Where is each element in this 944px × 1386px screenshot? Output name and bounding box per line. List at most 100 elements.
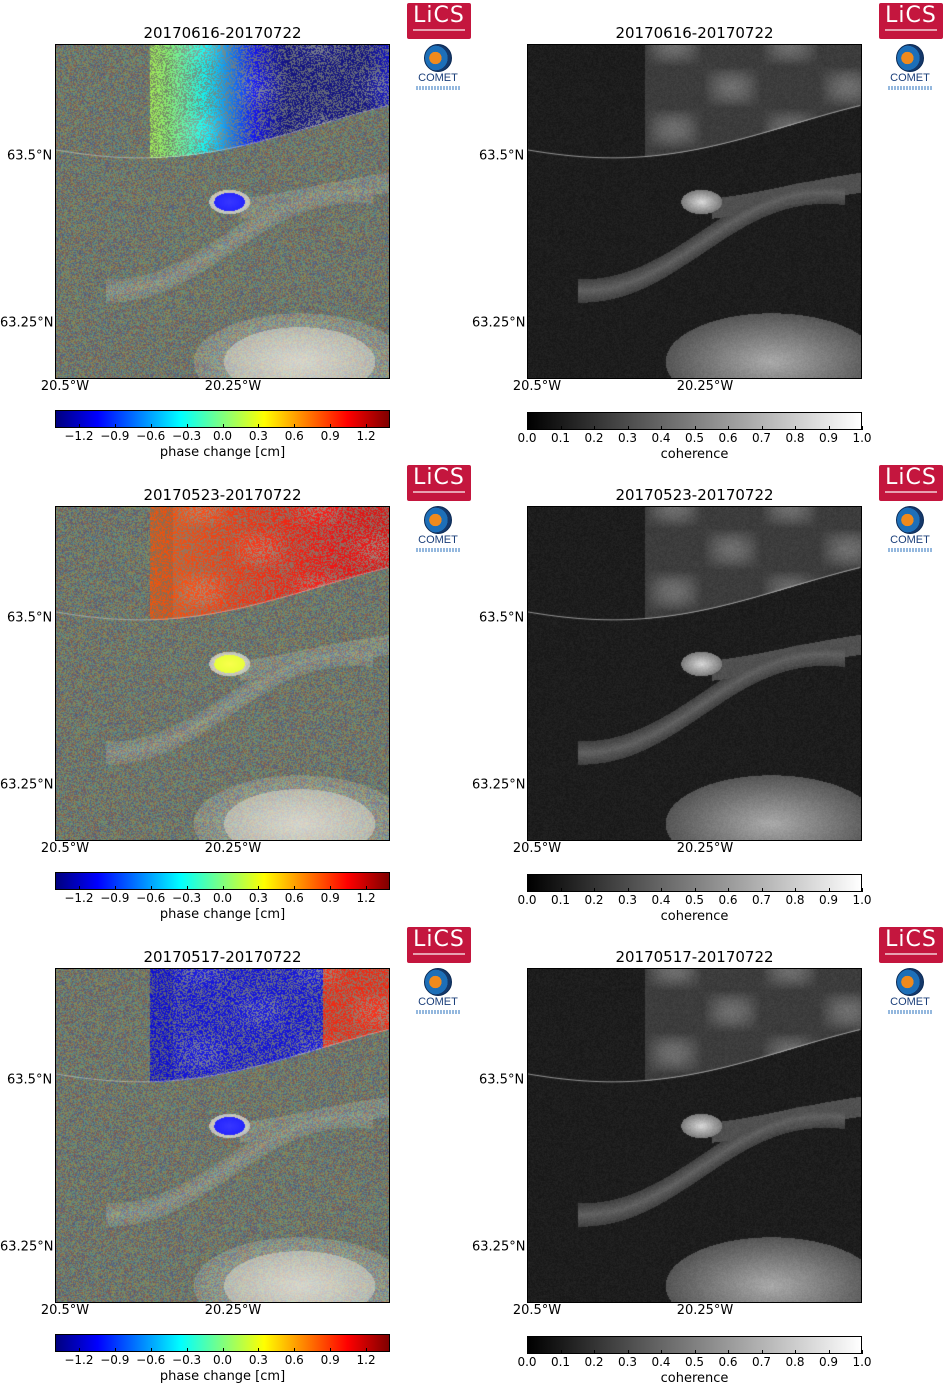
colorbar-tick-label: 0.0: [212, 1353, 233, 1367]
colorbar-tick-mark: [828, 426, 830, 430]
x-tick-label: 20.5°W: [40, 841, 90, 856]
colorbar-tick-label: 1.0: [852, 431, 872, 445]
colorbar-tick-label: 0.0: [212, 891, 233, 905]
x-tick-label: 20.5°W: [512, 1303, 562, 1318]
comet-logo-text: COMET: [890, 996, 930, 1008]
colorbar-tick-label: 0.9: [320, 429, 340, 443]
colorbar-tick-mark: [862, 1350, 863, 1354]
colorbar-tick-label: 0.7: [751, 893, 772, 907]
comet-logo-text: COMET: [418, 996, 458, 1008]
coherence-map-image: [527, 506, 862, 841]
y-tick-label: 63.25°N: [472, 315, 526, 331]
colorbar-tick-label: −0.3: [172, 891, 202, 905]
colorbar-tick-mark: [761, 888, 763, 892]
colorbar-tick-label: 0.9: [320, 891, 340, 905]
colorbar-tick-label: 0.4: [651, 893, 671, 907]
colorbar-tick-mark: [728, 1350, 729, 1354]
coherence-title: 20170523-20170722: [615, 486, 774, 504]
colorbar-label: coherence: [660, 1371, 729, 1386]
colorbar-tick-mark: [560, 888, 562, 892]
interferogram-map-image: [55, 44, 390, 379]
colorbar-tick-mark: [594, 888, 595, 892]
colorbar-tick-label: 0.9: [818, 431, 839, 445]
colorbar-tick-label: 0.4: [651, 1355, 671, 1369]
colorbar-tick-label: −1.2: [64, 891, 94, 905]
x-tick-label: 20.5°W: [40, 1303, 90, 1318]
comet-logo: COMET: [408, 968, 468, 1024]
colorbar-tick-mark: [222, 886, 224, 890]
colorbar-tick-label: 0.9: [320, 1353, 340, 1367]
colorbar-tick-label: 0.3: [617, 431, 638, 445]
interferogram-panel-0: 20170616-20170722 63.5°N 63.25°N 20.5°W 20.2…: [0, 0, 472, 462]
colorbar-tick-label: 0.3: [248, 1353, 268, 1367]
colorbar-tick-mark: [761, 426, 763, 430]
y-tick-label: 63.5°N: [7, 148, 53, 164]
lics-logo: LiCS: [879, 3, 943, 39]
colorbar-tick-label: 0.6: [718, 893, 738, 907]
colorbar-tick-label: 0.3: [248, 429, 268, 443]
colorbar-tick-mark: [527, 888, 528, 892]
interferogram-raster: [56, 507, 389, 840]
lics-logo: LiCS: [407, 3, 471, 39]
colorbar-tick-mark: [294, 424, 296, 428]
x-tick-label: 20.25°W: [204, 841, 262, 856]
lics-logo-text: LiCS: [413, 3, 465, 28]
colorbar-tick-mark: [661, 1350, 662, 1354]
colorbar-tick-mark: [150, 1348, 152, 1352]
colorbar-tick-label: −0.3: [172, 1353, 202, 1367]
colorbar-tick-label: −0.6: [136, 1353, 166, 1367]
colorbar-tick-label: 0.5: [684, 1355, 705, 1369]
interferogram-panel-1: 20170523-20170722 63.5°N 63.25°N 20.5°W 20.2…: [0, 462, 472, 924]
lics-logo-tagline: [885, 953, 937, 955]
colorbar-tick-mark: [366, 886, 368, 890]
comet-logo-tagline: [416, 1010, 460, 1014]
colorbar-tick-mark: [594, 426, 595, 430]
colorbar-tick-mark: [627, 888, 629, 892]
colorbar-label: phase change [cm]: [159, 907, 286, 922]
colorbar-tick-label: 0.9: [818, 1355, 839, 1369]
lics-logo-text: LiCS: [885, 465, 937, 490]
colorbar-tick-mark: [366, 1348, 368, 1352]
comet-globe-icon: [424, 506, 452, 534]
colorbar-tick-label: 0.7: [751, 431, 772, 445]
lics-logo-tagline: [885, 29, 937, 31]
colorbar-tick-label: 0.5: [684, 893, 705, 907]
colorbar-tick-mark: [114, 886, 116, 890]
lics-logo-text: LiCS: [413, 465, 465, 490]
interferogram-title: 20170616-20170722: [143, 24, 302, 42]
colorbar-tick-mark: [694, 1350, 696, 1354]
interferogram-map-image: [55, 968, 390, 1303]
colorbar-label: coherence: [660, 909, 729, 924]
colorbar-tick-label: 1.0: [852, 893, 872, 907]
colorbar-tick-label: 0.6: [284, 891, 304, 905]
coherence-raster: [528, 45, 861, 378]
comet-logo-tagline: [888, 86, 932, 90]
colorbar-tick-mark: [560, 1350, 562, 1354]
colorbar-tick-label: −1.2: [64, 429, 94, 443]
comet-globe-icon: [896, 506, 924, 534]
colorbar-label: phase change [cm]: [159, 445, 286, 460]
x-tick-label: 20.25°W: [204, 379, 262, 394]
colorbar-tick-mark: [186, 424, 188, 428]
colorbar-tick-mark: [294, 1348, 296, 1352]
colorbar-tick-label: 0.9: [818, 893, 839, 907]
colorbar-tick-label: 1.0: [852, 1355, 872, 1369]
coherence-panel-2: 20170517-20170722 63.5°N 63.25°N 20.5°W 20.2…: [472, 924, 944, 1386]
x-tick-label: 20.5°W: [512, 379, 562, 394]
comet-logo-text: COMET: [890, 534, 930, 546]
y-tick-label: 63.5°N: [7, 610, 53, 626]
y-tick-label: 63.25°N: [472, 1239, 526, 1255]
colorbar-tick-mark: [862, 426, 863, 430]
y-tick-label: 63.5°N: [479, 148, 525, 164]
coherence-raster: [528, 969, 861, 1302]
colorbar-tick-label: 0.0: [517, 893, 537, 907]
colorbar-tick-label: 0.2: [584, 893, 604, 907]
colorbar-tick-label: 0.8: [785, 893, 805, 907]
colorbar-tick-label: 0.1: [550, 893, 571, 907]
colorbar-tick-label: 0.0: [517, 1355, 537, 1369]
lics-logo: LiCS: [407, 465, 471, 501]
colorbar-tick-label: 1.2: [356, 429, 376, 443]
colorbar-tick-mark: [78, 424, 80, 428]
colorbar-tick-mark: [694, 426, 696, 430]
colorbar-tick-mark: [527, 426, 528, 430]
